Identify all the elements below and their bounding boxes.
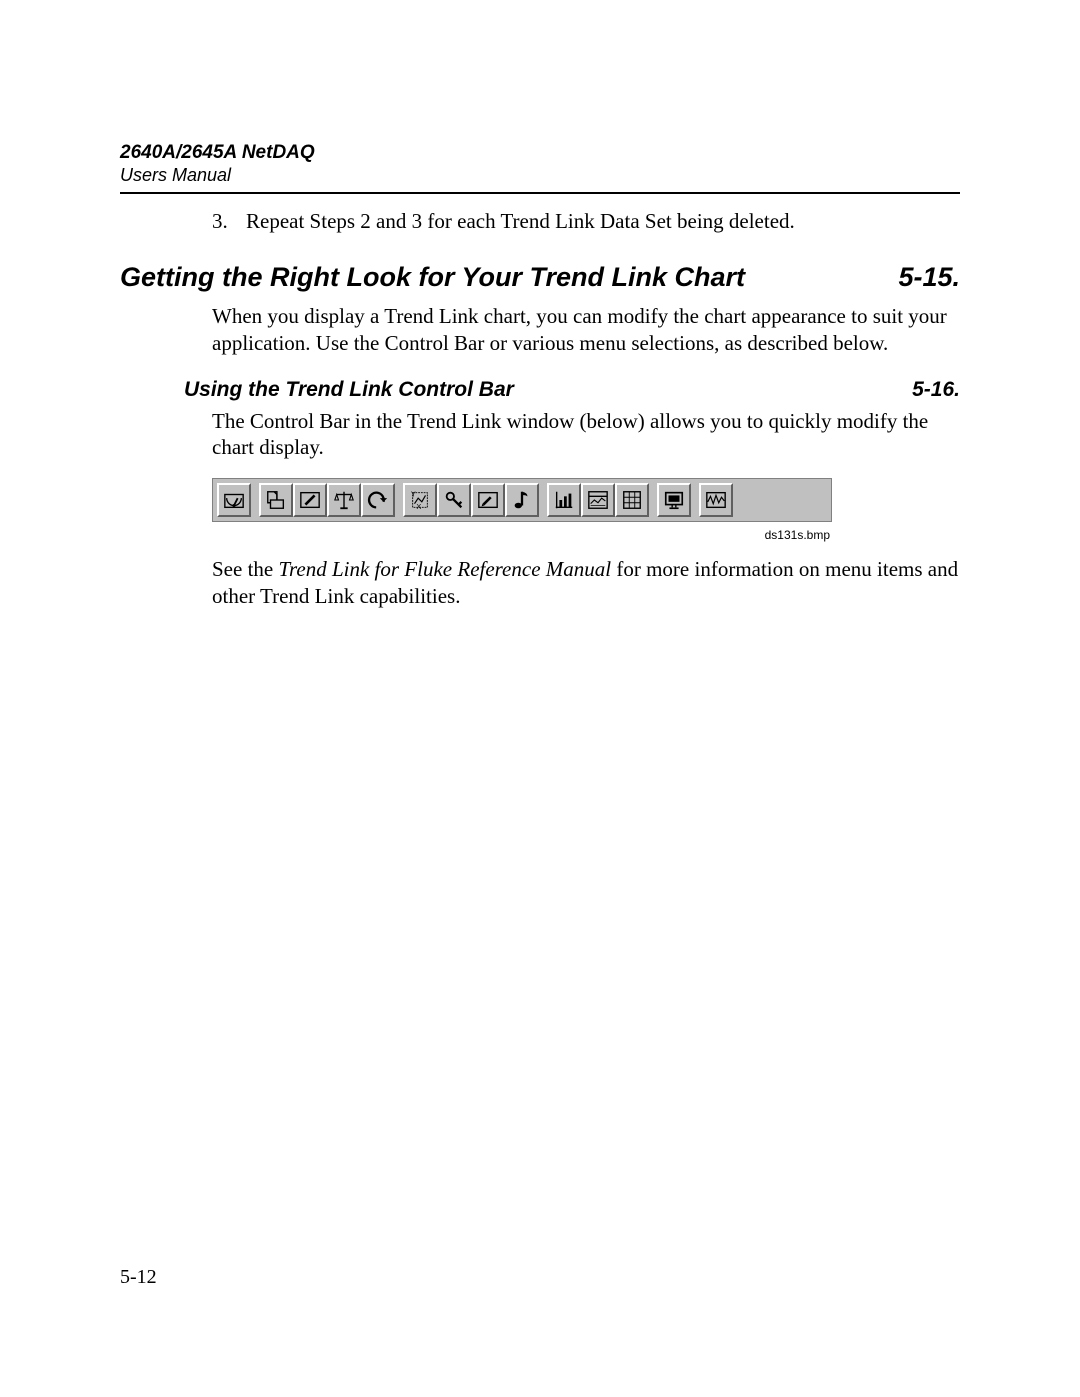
- pencil-icon: [477, 489, 499, 511]
- toolbar-separator: [691, 483, 699, 517]
- y-axis-icon: YX: [409, 489, 431, 511]
- subsection-title: Using the Trend Link Control Bar: [184, 378, 514, 402]
- edit-button[interactable]: [293, 483, 327, 517]
- note-button[interactable]: [505, 483, 539, 517]
- edit-icon: [299, 489, 321, 511]
- control-bar: YX: [212, 478, 832, 522]
- y-axis-button[interactable]: YX: [403, 483, 437, 517]
- waveform-button[interactable]: [699, 483, 733, 517]
- chart-button[interactable]: [547, 483, 581, 517]
- toolbar-separator: [395, 483, 403, 517]
- gauge-icon: [223, 489, 245, 511]
- manual-subtitle: Users Manual: [120, 165, 960, 186]
- gauge-button[interactable]: [217, 483, 251, 517]
- grid-button[interactable]: [615, 483, 649, 517]
- waveform-icon: [705, 489, 727, 511]
- product-name: 2640A/2645A NetDAQ: [120, 142, 960, 164]
- manual-page: 2640A/2645A NetDAQ Users Manual 3. Repea…: [0, 0, 1080, 1397]
- toolbar-separator: [539, 483, 547, 517]
- page-number: 5-12: [120, 1266, 157, 1289]
- monitor-icon: [663, 489, 685, 511]
- step-text: Repeat Steps 2 and 3 for each Trend Link…: [246, 208, 960, 234]
- reference-paragraph: See the Trend Link for Fluke Reference M…: [212, 556, 960, 609]
- numbered-step: 3. Repeat Steps 2 and 3 for each Trend L…: [212, 208, 960, 234]
- balance-button[interactable]: [327, 483, 361, 517]
- grid-icon: [621, 489, 643, 511]
- balance-icon: [333, 489, 355, 511]
- subsection-paragraph: The Control Bar in the Trend Link window…: [212, 408, 960, 461]
- undo-icon: [367, 489, 389, 511]
- open-button[interactable]: [259, 483, 293, 517]
- monitor-button[interactable]: [657, 483, 691, 517]
- pencil-button[interactable]: [471, 483, 505, 517]
- key-icon: [443, 489, 465, 511]
- note-icon: [511, 489, 533, 511]
- window-button[interactable]: [581, 483, 615, 517]
- toolbar-separator: [649, 483, 657, 517]
- svg-text:Y: Y: [411, 490, 416, 499]
- section-paragraph: When you display a Trend Link chart, you…: [212, 303, 960, 356]
- ref-text-pre: See the: [212, 557, 278, 581]
- control-bar-figure: YX: [212, 478, 960, 522]
- figure-caption: ds131s.bmp: [120, 528, 830, 542]
- header-rule: [120, 192, 960, 194]
- step-number: 3.: [212, 208, 246, 234]
- section-title: Getting the Right Look for Your Trend Li…: [120, 262, 745, 293]
- ref-manual-title: Trend Link for Fluke Reference Manual: [278, 557, 611, 581]
- open-icon: [265, 489, 287, 511]
- subsection-number: 5-16.: [912, 378, 960, 402]
- subsection-heading: Using the Trend Link Control Bar 5-16.: [184, 378, 960, 402]
- chart-icon: [553, 489, 575, 511]
- toolbar-separator: [251, 483, 259, 517]
- section-number: 5-15.: [898, 262, 960, 293]
- undo-button[interactable]: [361, 483, 395, 517]
- key-button[interactable]: [437, 483, 471, 517]
- window-icon: [587, 489, 609, 511]
- svg-text:X: X: [416, 502, 421, 511]
- running-header: 2640A/2645A NetDAQ Users Manual: [120, 142, 960, 186]
- section-heading: Getting the Right Look for Your Trend Li…: [120, 262, 960, 293]
